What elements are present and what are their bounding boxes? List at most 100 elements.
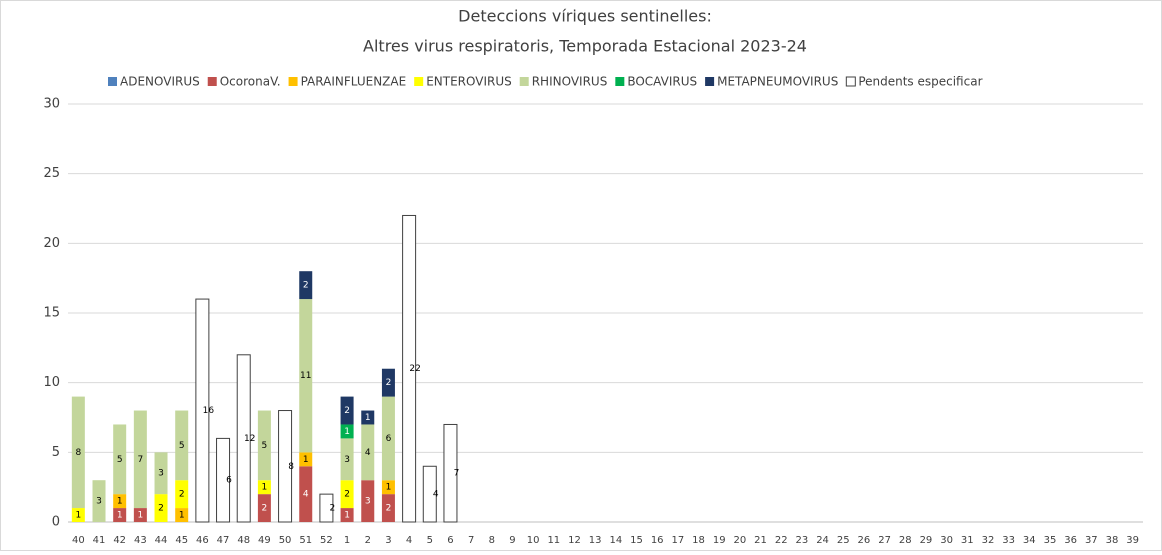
bar-segment [340,438,354,481]
x-tick-label: 16 [651,535,664,546]
data-label: 1 [262,483,268,493]
x-tick-label: 15 [630,535,643,546]
x-tick-label: 41 [93,535,106,546]
x-tick-label: 42 [113,535,126,546]
data-label: 2 [303,281,309,291]
data-label: 4 [365,448,371,458]
y-tick-label: 10 [43,375,60,390]
legend-label: ENTEROVIRUS [426,75,512,89]
bar-segment [340,480,354,509]
bar-segment [175,410,189,481]
data-label: 3 [158,469,164,479]
legend-label: METAPNEUMOVIRUS [717,75,838,89]
data-label: 7 [137,455,143,465]
data-label: 12 [244,434,255,444]
bar-segment [257,494,271,522]
legend-label: OcoronaV. [220,75,281,89]
bar-segment [422,465,437,523]
bar-segment [381,494,395,522]
x-tick-label: 51 [299,535,312,546]
bar-segment [299,466,313,522]
x-tick-label: 4 [406,535,412,546]
bar-segment [299,271,313,300]
bar-segment [340,424,354,439]
data-label: 4 [303,490,309,500]
data-label: 1 [179,511,185,521]
chart-title: Deteccions víriques sentinelles: [458,7,712,26]
x-tick-label: 32 [982,535,995,546]
data-label: 8 [75,448,81,458]
legend-swatch [845,76,856,87]
x-tick-label: 2 [365,535,371,546]
x-tick-label: 46 [196,535,209,546]
bar-segment [361,410,375,425]
y-tick-label: 20 [43,236,60,251]
data-label: 8 [288,462,294,472]
legend-swatch [207,77,217,86]
bar-segment [195,298,210,523]
data-label: 4 [433,490,439,500]
bar-segment [361,480,375,522]
data-label: 5 [179,441,185,451]
x-tick-label: 12 [568,535,581,546]
x-tick-label: 50 [279,535,292,546]
data-label: 3 [96,497,102,507]
x-tick-label: 27 [878,535,891,546]
y-tick-label: 15 [43,306,60,321]
bar-segment [319,493,334,523]
x-tick-label: 10 [527,535,540,546]
data-label: 1 [303,455,309,465]
x-tick-label: 9 [509,535,515,546]
x-tick-label: 33 [1002,535,1015,546]
bar-segment [175,508,189,522]
legend-swatch [108,77,117,86]
x-tick-label: 25 [837,535,850,546]
data-label: 2 [344,490,350,500]
x-tick-label: 5 [427,535,433,546]
x-tick-label: 7 [468,535,474,546]
x-tick-label: 6 [447,535,453,546]
x-tick-label: 39 [1126,535,1139,546]
y-tick-label: 30 [43,97,60,112]
bar-segment [154,494,168,522]
x-tick-label: 26 [858,535,871,546]
data-label: 7 [454,469,460,479]
bar-segment [299,299,313,453]
legend-swatch [519,77,529,86]
x-tick-label: 22 [775,535,788,546]
x-tick-label: 36 [1064,535,1077,546]
x-tick-label: 34 [1023,535,1036,546]
data-label: 1 [344,427,350,437]
x-tick-label: 21 [754,535,767,546]
data-label: 1 [75,511,81,521]
bar-segment [113,508,127,522]
data-label: 1 [365,413,371,423]
bar-segment [278,410,293,523]
bar-segment [257,480,271,495]
x-tick-label: 19 [713,535,726,546]
data-label: 1 [386,483,392,493]
x-tick-label: 43 [134,535,147,546]
x-tick-label: 29 [920,535,933,546]
x-tick-label: 35 [1044,535,1057,546]
bar-segment [175,480,189,509]
x-tick-label: 47 [217,535,230,546]
bar-segment [236,354,251,523]
x-tick-label: 8 [489,535,495,546]
x-tick-label: 49 [258,535,271,546]
data-label: 6 [226,476,232,486]
x-tick-label: 38 [1106,535,1119,546]
x-tick-label: 13 [589,535,602,546]
bar-segment [340,508,354,522]
data-label: 2 [158,504,164,514]
bar-segment [443,423,458,523]
x-tick-label: 1 [344,535,350,546]
y-tick-label: 0 [52,515,60,530]
data-label: 6 [386,434,392,444]
x-tick-label: 14 [609,535,622,546]
bar-segment [361,424,375,481]
legend-label: Pendents especificar [858,75,982,89]
bar-segment [299,452,313,467]
